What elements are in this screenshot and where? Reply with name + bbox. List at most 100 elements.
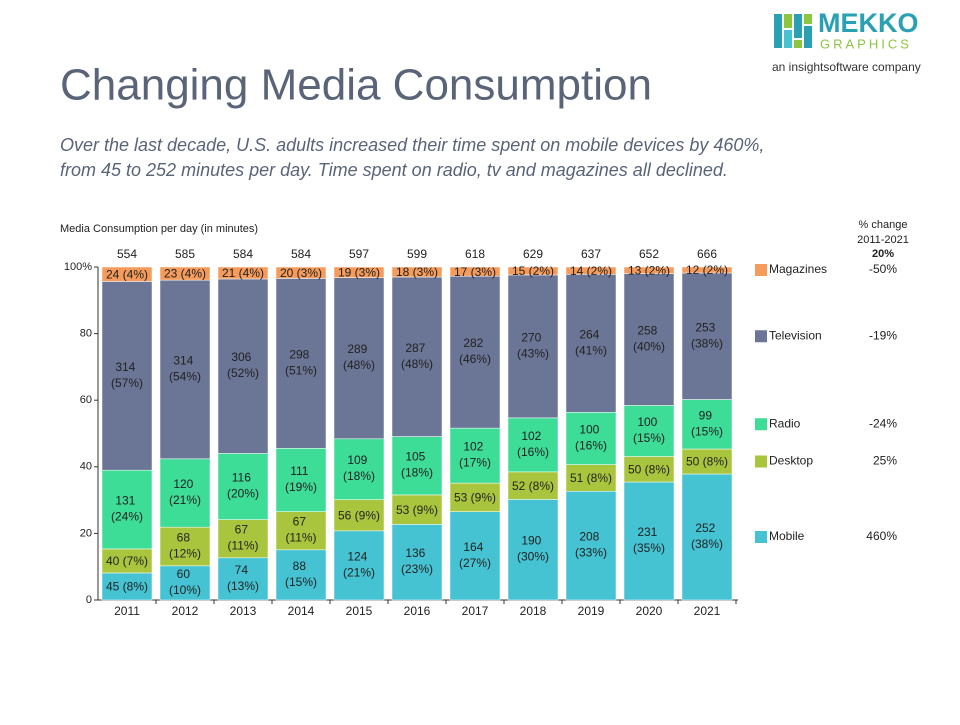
bar-segment [565, 412, 617, 465]
x-tick-label: 2015 [346, 604, 373, 618]
bar-segment [101, 572, 153, 601]
bar-segment [449, 275, 501, 429]
x-tick-label: 2014 [288, 604, 315, 618]
value-label: 100 (16%) [575, 423, 607, 453]
logo-sub: GRAPHICS [820, 36, 912, 51]
value-label: 14 (2%) [570, 264, 612, 278]
change-label: 25% [873, 454, 897, 468]
bar-segment [101, 281, 153, 471]
value-label: 131 (24%) [111, 494, 143, 524]
value-label: 102 (16%) [517, 429, 549, 459]
y-tick-label: 100% [64, 261, 92, 273]
total-label: 597 [349, 247, 369, 261]
value-label: 190 (30%) [517, 534, 549, 564]
bar-segment [681, 448, 733, 475]
bar-segment [159, 279, 211, 460]
subtitle: from 45 to 252 minutes per day. Time spe… [60, 160, 728, 180]
bar-segment [623, 405, 675, 457]
value-label: 109 (18%) [343, 453, 375, 483]
bar-segment [449, 511, 501, 601]
value-label: 298 (51%) [285, 348, 317, 378]
bar-segment [623, 456, 675, 483]
value-label: 67 (11%) [285, 515, 316, 545]
value-label: 18 (3%) [396, 265, 438, 279]
y-axis-label: Media Consumption per day (in minutes) [60, 223, 258, 235]
bar-segment [333, 499, 385, 532]
value-label: 314 (54%) [169, 354, 201, 384]
legend-label: Television [769, 328, 822, 342]
bar-segment [217, 278, 269, 454]
bar-segment [217, 557, 269, 601]
bar-segment [275, 448, 327, 512]
x-tick-label: 2021 [694, 604, 721, 618]
bar-segment [565, 491, 617, 601]
bar-segment [623, 481, 675, 601]
change-label: -50% [869, 262, 897, 276]
value-label: 258 (40%) [633, 324, 665, 354]
change-header: 2011-2021 [857, 234, 909, 246]
value-label: 20 (3%) [280, 266, 322, 280]
y-tick-label: 20 [80, 527, 92, 539]
bar-segment [333, 266, 385, 278]
bar-segment [507, 417, 559, 473]
bar-segment [333, 438, 385, 500]
value-label: 51 (8%) [570, 471, 612, 485]
legend-label: Radio [769, 416, 801, 430]
legend-swatch [755, 531, 767, 543]
value-label: 60 (10%) [169, 567, 201, 597]
value-label: 102 (17%) [459, 440, 491, 470]
value-label: 116 (20%) [227, 471, 259, 501]
change-label: 460% [866, 529, 897, 543]
value-label: 40 (7%) [106, 554, 148, 568]
value-label: 13 (2%) [628, 263, 670, 277]
logo-name: MEKKO [818, 8, 919, 38]
value-label: 136 (23%) [401, 546, 433, 576]
bar-segment [391, 276, 443, 437]
legend-swatch [755, 455, 767, 468]
value-label: 23 (4%) [164, 267, 206, 281]
x-tick-label: 2017 [462, 604, 489, 618]
value-label: 52 (8%) [512, 479, 554, 493]
value-label: 306 (52%) [227, 350, 259, 380]
bar-segment [449, 427, 501, 484]
value-label: 53 (9%) [454, 491, 496, 505]
value-label: 50 (8%) [628, 462, 670, 476]
value-label: 120 (21%) [169, 477, 201, 507]
value-label: 208 (33%) [575, 530, 607, 560]
value-label: 289 (48%) [343, 342, 375, 372]
bar-segment [681, 399, 733, 450]
total-label: 554 [117, 247, 137, 261]
value-label: 56 (9%) [338, 508, 380, 522]
total-label: 652 [639, 247, 659, 261]
value-label: 282 (46%) [459, 336, 491, 366]
value-label: 67 (11%) [227, 523, 258, 553]
logo-icon [774, 14, 812, 48]
value-label: 314 (57%) [111, 360, 143, 390]
value-label: 19 (3%) [338, 265, 380, 279]
y-tick-label: 0 [86, 594, 92, 606]
bar-segment [449, 266, 501, 277]
total-label: 584 [291, 247, 311, 261]
value-label: 252 (38%) [691, 521, 723, 551]
bar-segment [217, 266, 269, 280]
value-label: 21 (4%) [222, 266, 264, 280]
x-tick-label: 2013 [230, 604, 257, 618]
value-label: 100 (15%) [633, 415, 665, 445]
bar-segment [391, 494, 443, 525]
bar-segment [391, 524, 443, 601]
bar-segment [333, 277, 385, 440]
value-label: 111 (19%) [285, 464, 317, 494]
bar-segment [623, 273, 675, 406]
value-label: 105 (18%) [401, 450, 433, 480]
bar-segment [449, 482, 501, 512]
bar-segment [681, 266, 733, 274]
legend-swatch [755, 418, 767, 431]
change-header: % change [859, 219, 908, 231]
x-tick-label: 2011 [114, 604, 140, 618]
bar-segment [101, 266, 153, 282]
bar-segment [391, 436, 443, 496]
bar-segment [275, 266, 327, 279]
subtitle: Over the last decade, U.S. adults increa… [60, 135, 764, 155]
